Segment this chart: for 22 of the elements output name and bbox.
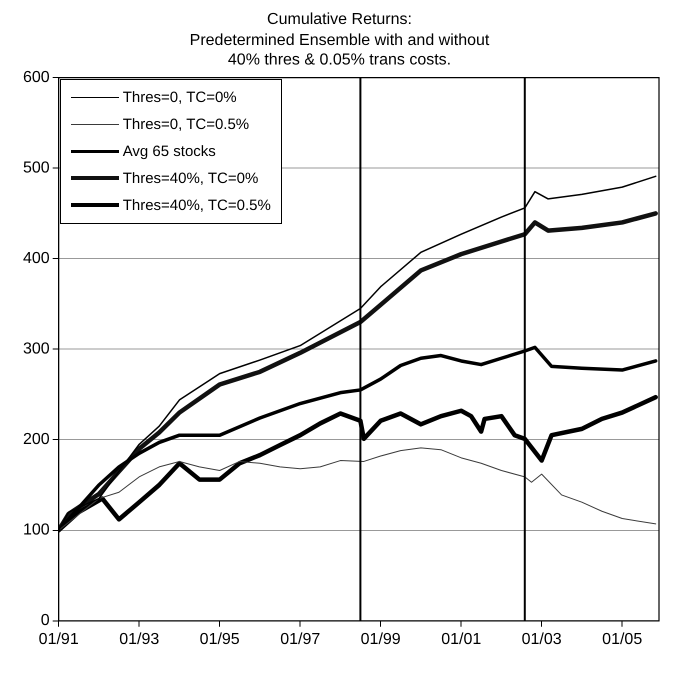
- x-tick-label: 01/93: [119, 630, 160, 648]
- x-tick-label: 01/91: [38, 630, 79, 648]
- legend-label: Thres=0, TC=0%: [122, 88, 237, 106]
- chart-title: Cumulative Returns:: [267, 11, 412, 28]
- legend-label: Thres=40%, TC=0.5%: [122, 196, 271, 214]
- x-tick-label: 01/03: [522, 630, 562, 648]
- y-tick-label: 600: [22, 69, 50, 86]
- y-tick-label: 500: [22, 160, 50, 177]
- y-tick-label: 100: [22, 522, 50, 539]
- x-tick-label: 01/97: [280, 630, 320, 648]
- y-tick-label: 200: [22, 431, 50, 448]
- y-tick-label: 0: [40, 612, 50, 630]
- chart-subtitle: Predetermined Ensemble with and without 40% thres & 0.05% trans costs.: [190, 32, 490, 68]
- x-tick-label: 01/99: [360, 630, 401, 648]
- legend-label: Thres=0, TC=0.5%: [122, 116, 250, 133]
- legend-label: Thres=40%, TC=0%: [122, 170, 258, 187]
- x-tick-label: 01/01: [441, 630, 482, 648]
- x-tick-label: 01/05: [602, 630, 642, 648]
- y-tick-label: 300: [22, 340, 50, 358]
- legend-label: Avg 65 stocks: [122, 142, 216, 160]
- x-tick-label: 01/95: [200, 630, 240, 648]
- y-tick-label: 400: [22, 250, 50, 268]
